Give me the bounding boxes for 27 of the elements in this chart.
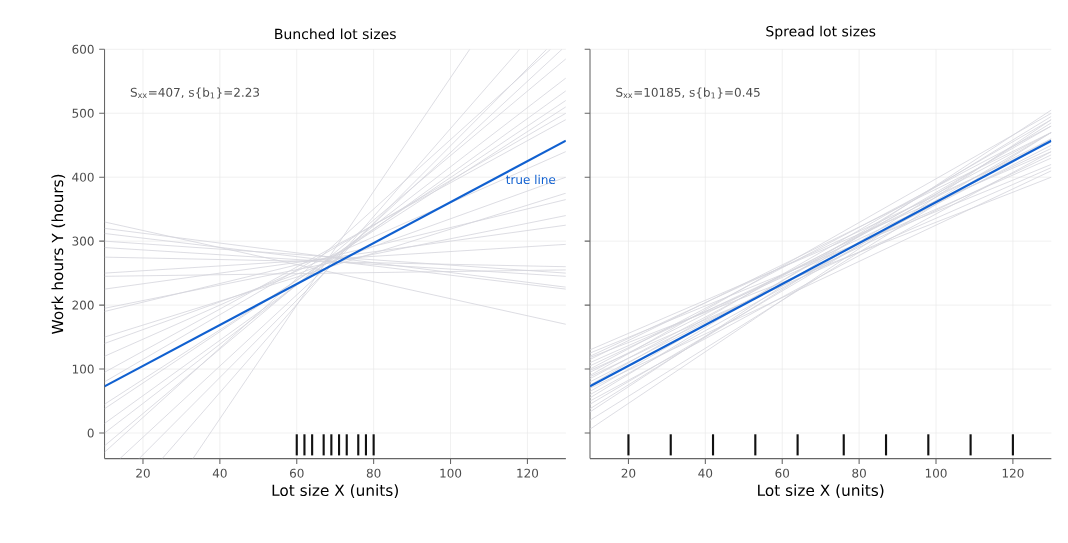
y-tick-label: 600 [72, 44, 94, 54]
y-axis-title: Work hours Y (hours) [51, 174, 66, 334]
annotation: S$_{xx}$=407, s{b$_{1}$}=2.23 [130, 87, 260, 99]
x-tick-label: 120 [1002, 468, 1024, 478]
x-tick-label: 40 [212, 468, 227, 478]
x-axis-title: Lot size X (units) [272, 484, 398, 498]
y-tick-label: 0 [87, 428, 94, 438]
x-tick-label: 100 [925, 468, 947, 478]
x-tick-label: 20 [621, 468, 636, 478]
y-tick-label: 500 [72, 108, 94, 118]
y-tick-label: 400 [72, 172, 94, 182]
y-tick-label: 200 [72, 300, 94, 310]
x-tick-label: 80 [366, 468, 381, 478]
y-tick-label: 300 [72, 236, 94, 246]
x-axis-title: Lot size X (units) [758, 484, 884, 498]
x-tick-label: 80 [852, 468, 866, 478]
chart-title: Bunched lot sizes [275, 28, 396, 40]
annotation: S$_{xx}$=10185, s{b$_{1}$}=0.45 [616, 87, 760, 99]
x-tick-label: 40 [698, 468, 713, 478]
x-tick-label: 120 [517, 468, 539, 478]
x-tick-label: 60 [289, 468, 304, 478]
y-tick-label: 100 [72, 364, 94, 374]
x-tick-label: 100 [440, 468, 462, 478]
x-tick-label: 20 [136, 468, 150, 478]
series-label: true line [506, 174, 556, 185]
chart-title: Spread lot sizes [766, 25, 876, 40]
x-tick-label: 60 [775, 468, 790, 478]
